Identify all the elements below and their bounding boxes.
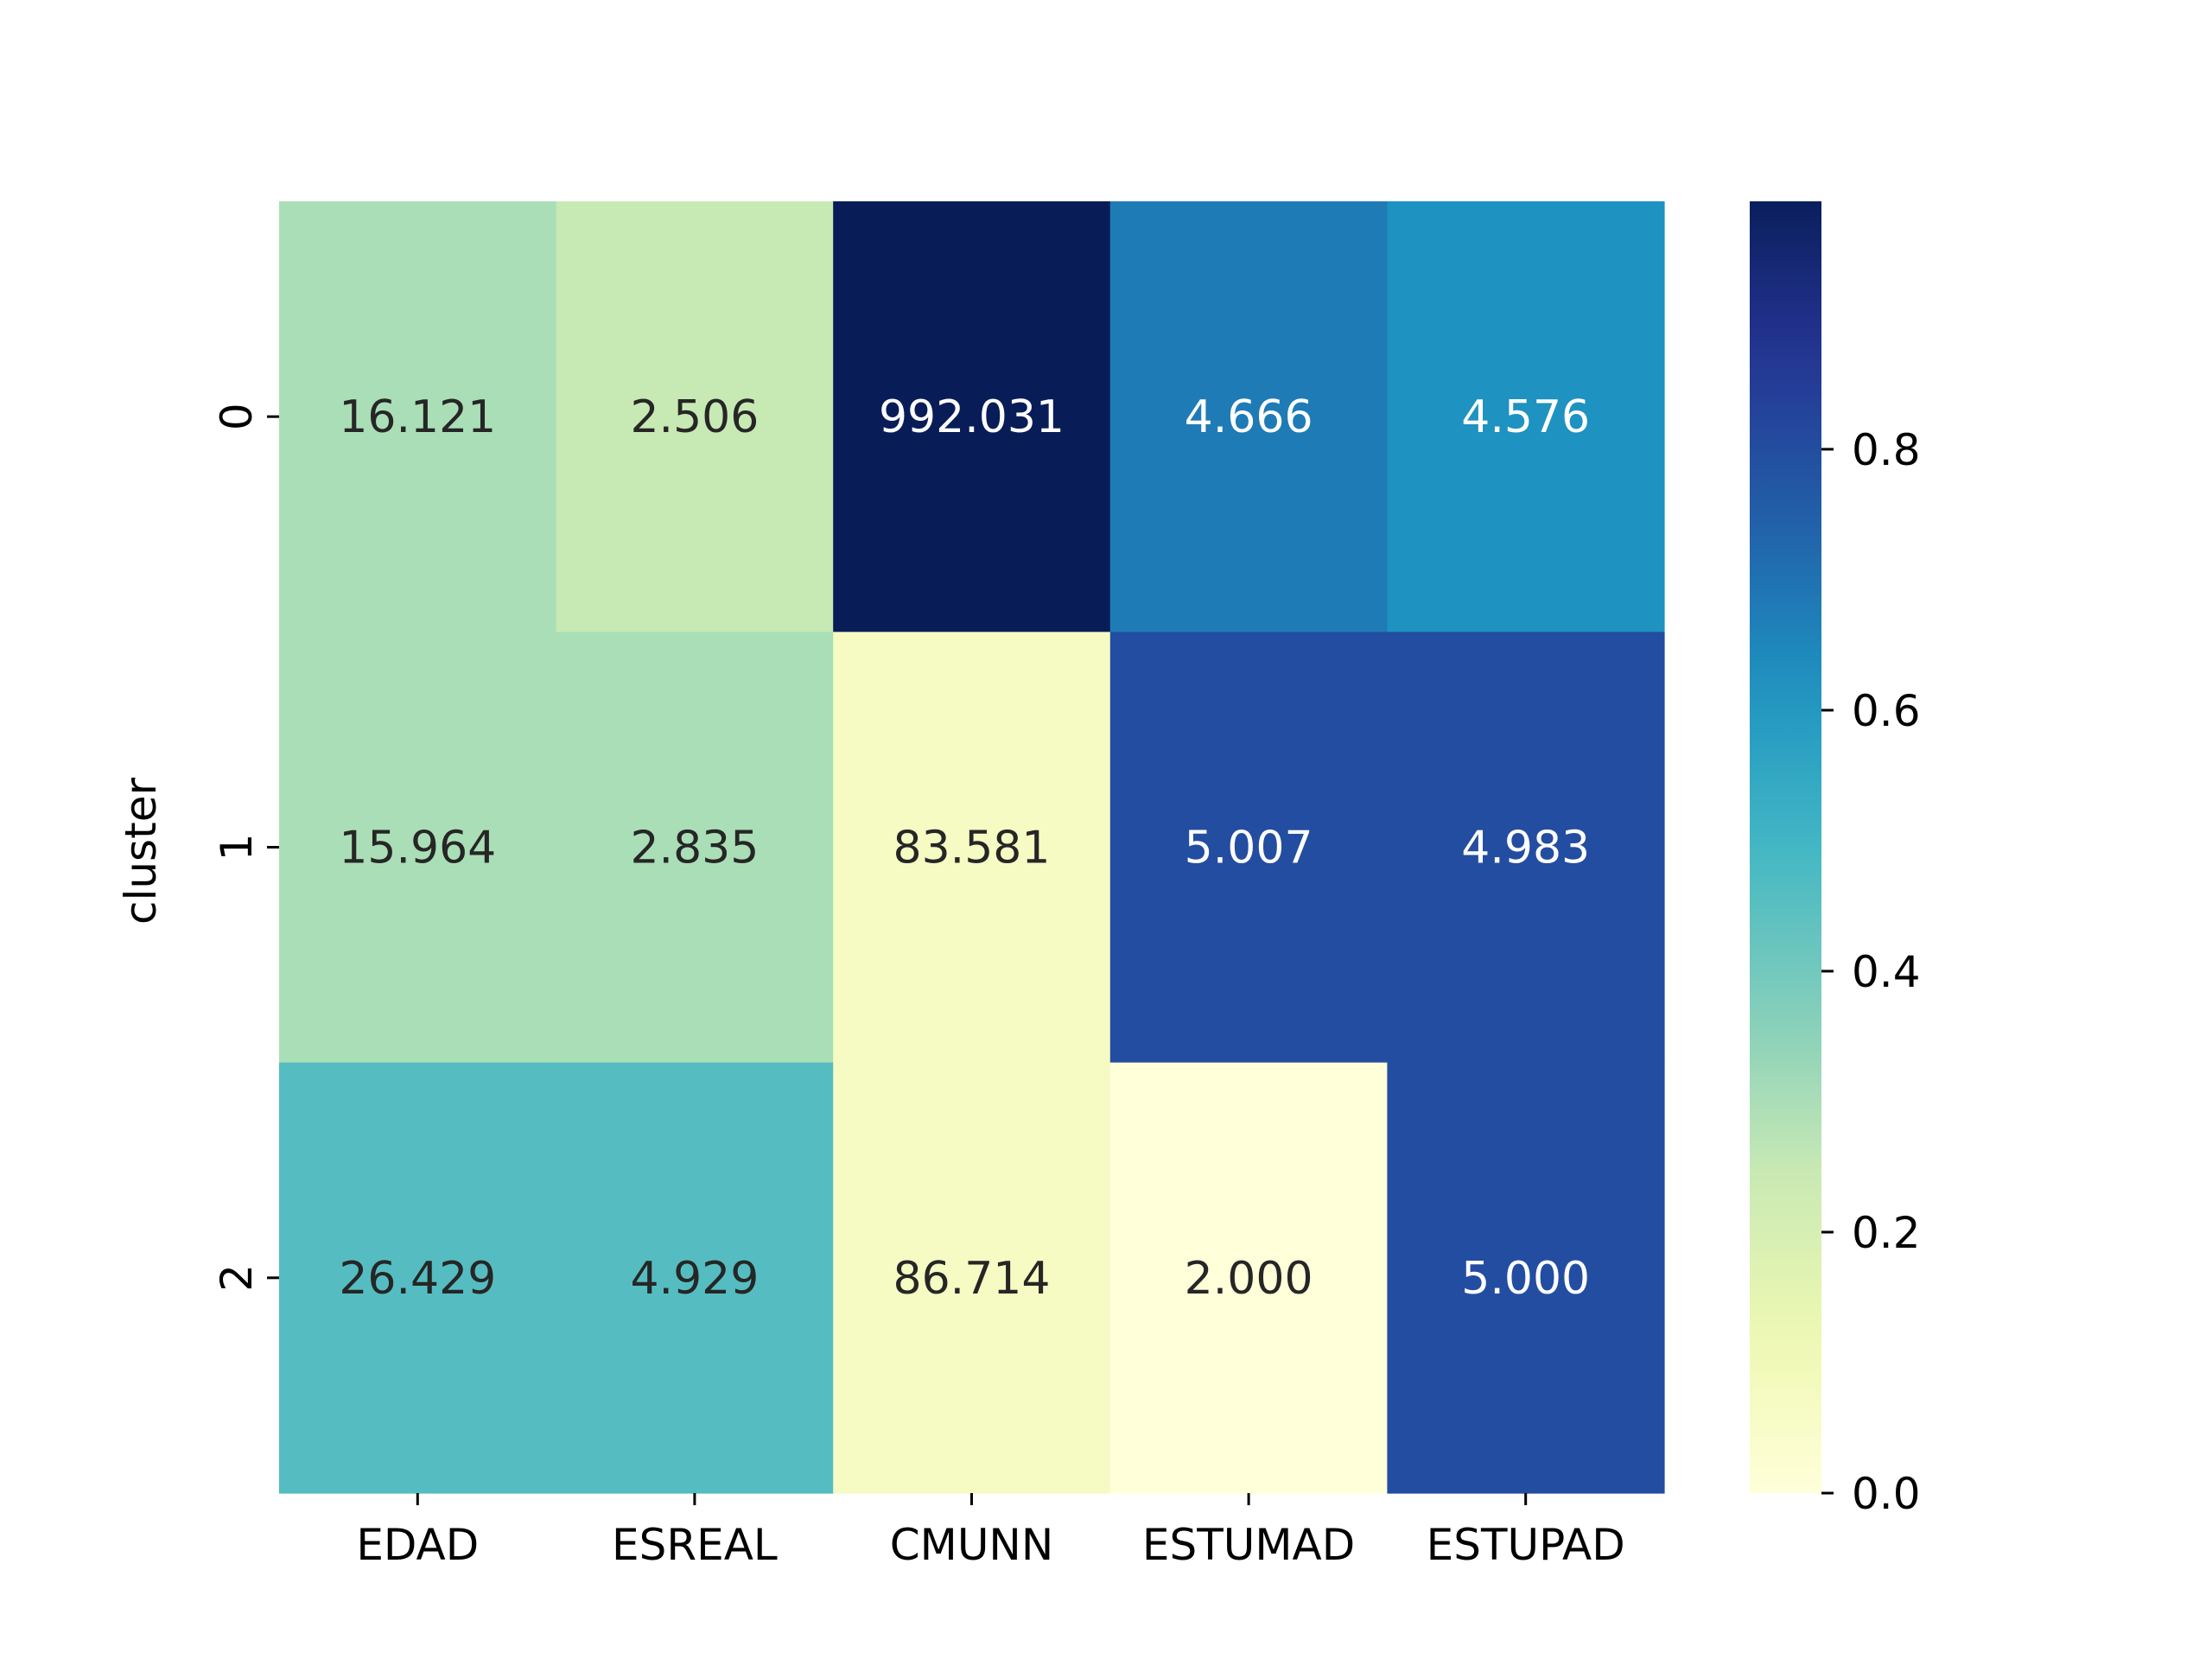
heatmap-cell-1-0 bbox=[279, 632, 557, 1064]
cell-annotation-0-1: 2.506 bbox=[630, 391, 759, 443]
cell-annotation-1-3: 5.007 bbox=[1185, 823, 1313, 874]
y-axis: 0 1 2 bbox=[212, 403, 279, 1292]
cell-annotation-1-1: 2.835 bbox=[630, 823, 759, 874]
colorbar-tick-label: 0.4 bbox=[1852, 947, 1921, 997]
heatmap-cell-2-0 bbox=[279, 1062, 557, 1494]
x-tick-label: EDAD bbox=[356, 1520, 479, 1570]
cell-annotation-2-4: 5.000 bbox=[1461, 1253, 1590, 1305]
colorbar-tick-label: 0.6 bbox=[1852, 686, 1921, 736]
heatmap-cell-0-2 bbox=[833, 201, 1111, 632]
x-tick-label: ESREAL bbox=[612, 1520, 778, 1570]
heatmap-cell-1-4 bbox=[1387, 632, 1665, 1064]
heatmap-cell-0-3 bbox=[1109, 201, 1388, 632]
cell-annotation-1-2: 83.581 bbox=[893, 823, 1051, 874]
heatmap-cell-2-2 bbox=[833, 1062, 1111, 1494]
heatmap-cell-1-1 bbox=[556, 632, 834, 1064]
cell-annotation-2-3: 2.000 bbox=[1185, 1253, 1313, 1305]
cell-annotation-1-4: 4.983 bbox=[1461, 823, 1590, 874]
heatmap-cell-1-3 bbox=[1109, 632, 1388, 1064]
cell-annotations: 16.121 2.506 992.031 4.666 4.576 15.964 2.835 8… bbox=[339, 391, 1590, 1305]
y-tick-label: 1 bbox=[212, 834, 262, 861]
x-tick-label: CMUNN bbox=[890, 1520, 1053, 1570]
cell-annotation-2-0: 26.429 bbox=[339, 1253, 496, 1305]
colorbar bbox=[1750, 201, 1821, 1493]
heatmap-cell-0-4 bbox=[1387, 201, 1665, 632]
heatmap-cell-0-0 bbox=[279, 201, 557, 632]
heatmap-cell-2-4 bbox=[1387, 1062, 1665, 1494]
cell-annotation-2-1: 4.929 bbox=[630, 1253, 759, 1305]
heatmap-cell-0-1 bbox=[556, 201, 834, 632]
heatmap-cells bbox=[279, 201, 1665, 1494]
cell-annotation-0-4: 4.576 bbox=[1461, 391, 1590, 443]
cell-annotation-1-0: 15.964 bbox=[339, 823, 496, 874]
y-axis-label: cluster bbox=[116, 778, 166, 925]
heatmap-cell-2-3 bbox=[1109, 1062, 1388, 1494]
colorbar-tick-label: 0.0 bbox=[1852, 1469, 1921, 1519]
cell-annotation-0-0: 16.121 bbox=[339, 391, 496, 443]
cell-annotation-0-3: 4.666 bbox=[1185, 391, 1313, 443]
heatmap-cell-2-1 bbox=[556, 1062, 834, 1494]
colorbar-ticks: 0.0 0.2 0.4 0.6 0.8 bbox=[1821, 425, 1921, 1519]
x-tick-label: ESTUPAD bbox=[1427, 1520, 1625, 1570]
colorbar-tick-label: 0.8 bbox=[1852, 425, 1921, 475]
x-axis: EDAD ESREAL CMUNN ESTUMAD ESTUPAD bbox=[356, 1493, 1625, 1570]
y-tick-label: 0 bbox=[212, 403, 262, 430]
colorbar-tick-label: 0.2 bbox=[1852, 1208, 1921, 1258]
x-tick-label: ESTUMAD bbox=[1142, 1520, 1355, 1570]
y-tick-label: 2 bbox=[212, 1264, 262, 1292]
cell-annotation-2-2: 86.714 bbox=[893, 1253, 1051, 1305]
cell-annotation-0-2: 992.031 bbox=[879, 391, 1065, 443]
heatmap-cell-1-2 bbox=[833, 632, 1111, 1064]
